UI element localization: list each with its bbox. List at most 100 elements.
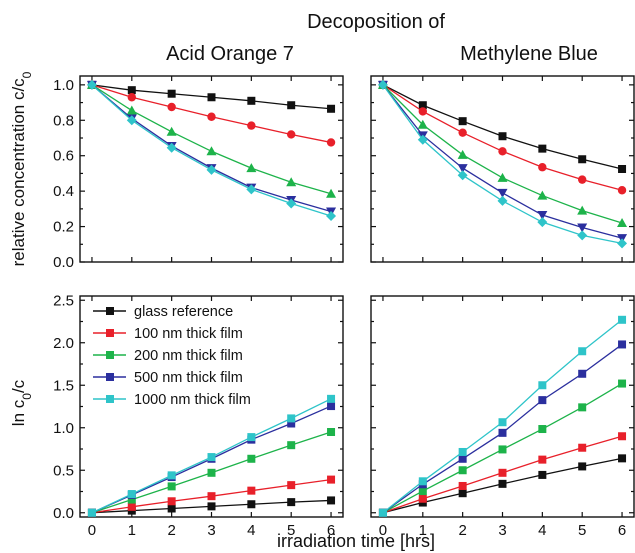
x-tick-label: 5 (287, 522, 295, 539)
data-point-100-nm-thick-film (418, 107, 428, 116)
data-point-100-nm-thick-film (458, 128, 467, 137)
data-point-200-nm-thick-film (497, 172, 508, 182)
data-point-glass-reference (287, 101, 296, 110)
data-point-glass-reference (498, 479, 507, 488)
data-point-glass-reference (207, 502, 216, 511)
data-point-500-nm-thick-film (537, 211, 548, 221)
x-tick-label: 3 (498, 522, 506, 539)
x-tick-label: 0 (88, 522, 96, 539)
y-tick-label: 0.4 (53, 183, 74, 200)
data-point-200-nm-thick-film (457, 149, 468, 159)
data-point-1000-nm-thick-film (418, 477, 427, 486)
data-point-500-nm-thick-film (538, 396, 547, 405)
data-point-glass-reference (327, 104, 336, 113)
data-point-glass-reference (127, 86, 136, 95)
column-title-acid-orange: Acid Orange 7 (166, 43, 294, 65)
data-point-100-nm-thick-film (577, 175, 587, 184)
column-title-methylene-blue: Methylene Blue (460, 43, 598, 65)
data-point-glass-reference (538, 144, 547, 153)
data-point-500-nm-thick-film (618, 340, 627, 349)
data-point-200-nm-thick-film (458, 466, 467, 475)
y-tick-label: 1.5 (53, 377, 74, 394)
data-point-glass-reference (498, 132, 507, 141)
data-point-glass-reference (327, 496, 336, 505)
legend-marker-200-nm-thick-film (106, 351, 114, 359)
legend-marker-glass-reference (106, 307, 114, 315)
data-point-200-nm-thick-film (498, 445, 507, 454)
y-tick-label: 2.5 (53, 292, 74, 309)
legend-label: 100 nm thick film (134, 326, 243, 342)
data-point-200-nm-thick-film (126, 105, 137, 115)
data-point-glass-reference (538, 470, 547, 479)
legend-marker-500-nm-thick-film (106, 373, 114, 381)
data-point-1000-nm-thick-film (127, 490, 136, 499)
data-point-200-nm-thick-film (577, 205, 588, 215)
data-point-1000-nm-thick-film (538, 381, 547, 390)
data-point-100-nm-thick-film (287, 481, 296, 490)
data-point-glass-reference (247, 96, 256, 105)
data-point-100-nm-thick-film (207, 112, 216, 121)
data-point-200-nm-thick-film (246, 163, 257, 173)
data-point-100-nm-thick-film (617, 186, 627, 195)
data-point-100-nm-thick-film (326, 138, 336, 147)
legend-label: 500 nm thick film (134, 370, 243, 386)
data-point-1000-nm-thick-film (126, 115, 137, 126)
legend-marker-100-nm-thick-film (106, 329, 114, 337)
data-point-500-nm-thick-film (578, 369, 587, 378)
x-tick-label: 2 (167, 522, 175, 539)
y-tick-label: 0.5 (53, 462, 74, 479)
x-tick-label: 6 (618, 522, 626, 539)
legend-label: glass reference (134, 304, 233, 320)
data-point-1000-nm-thick-film (207, 453, 216, 462)
data-point-500-nm-thick-film (577, 223, 588, 233)
data-point-1000-nm-thick-film (417, 134, 428, 145)
data-point-1000-nm-thick-film (617, 238, 628, 249)
y-axis-label-concentration: relative concentration c/c0 (9, 71, 34, 266)
data-point-100-nm-thick-film (247, 121, 256, 130)
data-point-1000-nm-thick-film (166, 142, 177, 153)
data-point-200-nm-thick-film (578, 403, 587, 412)
data-point-200-nm-thick-film (618, 379, 627, 388)
legend-marker-1000-nm-thick-film (106, 395, 114, 403)
data-point-200-nm-thick-film (167, 482, 176, 491)
data-point-100-nm-thick-film (327, 475, 336, 484)
data-point-1000-nm-thick-film (578, 347, 587, 356)
data-point-200-nm-thick-film (286, 177, 297, 187)
x-tick-label: 4 (538, 522, 546, 539)
data-point-1000-nm-thick-film (286, 198, 297, 209)
y-tick-label: 0.2 (53, 219, 74, 236)
x-tick-label: 1 (128, 522, 136, 539)
x-tick-label: 6 (327, 522, 335, 539)
data-point-1000-nm-thick-film (206, 164, 217, 175)
data-point-1000-nm-thick-film (326, 210, 337, 221)
data-point-glass-reference (287, 498, 296, 507)
panel-acid-orange-concentration: 0.0 0.2 0.4 0.6 0.8 1.0 (53, 75, 344, 271)
data-point-500-nm-thick-film (457, 164, 468, 174)
y-tick-label: 0.6 (53, 148, 74, 165)
data-point-200-nm-thick-film (326, 188, 337, 198)
data-point-100-nm-thick-film (498, 468, 507, 477)
data-point-100-nm-thick-film (286, 130, 296, 139)
data-point-200-nm-thick-film (207, 468, 216, 477)
data-point-500-nm-thick-film (327, 402, 336, 411)
data-point-100-nm-thick-film (127, 502, 136, 511)
y-tick-label: 1.0 (53, 420, 74, 437)
data-point-1000-nm-thick-film (458, 447, 467, 456)
data-point-glass-reference (578, 155, 587, 164)
data-point-1000-nm-thick-film (378, 508, 387, 517)
data-point-200-nm-thick-film (206, 146, 217, 156)
x-tick-label: 4 (247, 522, 255, 539)
data-point-100-nm-thick-film (247, 486, 256, 495)
data-point-glass-reference (458, 489, 467, 498)
data-point-1000-nm-thick-film (618, 315, 627, 324)
y-tick-label: 0.8 (53, 112, 74, 129)
data-point-1000-nm-thick-film (377, 79, 388, 90)
data-point-1000-nm-thick-film (87, 508, 96, 517)
data-point-100-nm-thick-film (498, 147, 507, 156)
x-tick-label: 5 (578, 522, 586, 539)
data-point-glass-reference (167, 504, 176, 513)
data-point-1000-nm-thick-film (577, 230, 588, 241)
data-point-1000-nm-thick-film (167, 471, 176, 480)
data-point-1000-nm-thick-film (327, 394, 336, 403)
